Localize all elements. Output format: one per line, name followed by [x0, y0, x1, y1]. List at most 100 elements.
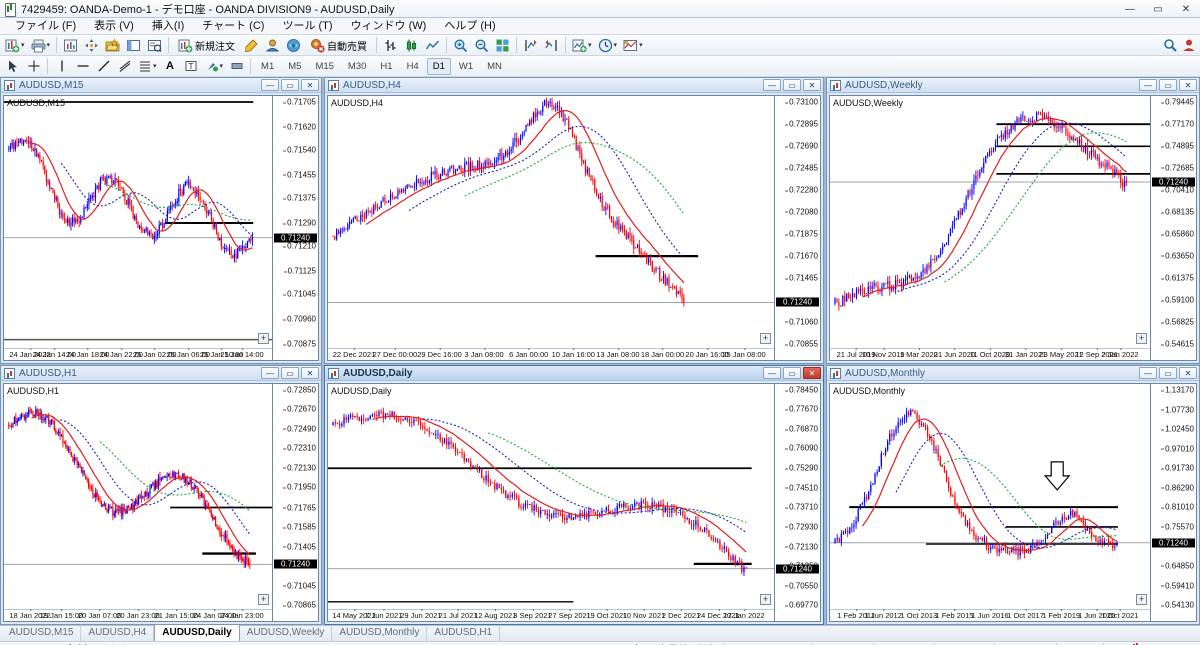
chart-window-h4[interactable]: AUDUSD,H4 — ▭ ✕ AUDUSD,H4 + 22 Dec 2021 2…: [324, 77, 824, 364]
chart-price-axis[interactable]: 0.79445 0.77170 0.74895 0.72685 0.70410 0.681…: [1151, 95, 1197, 361]
navigator-icon[interactable]: [145, 36, 164, 55]
menu-item-window[interactable]: ウィンドウ (W): [350, 19, 427, 32]
chart-plot-area[interactable]: AUDUSD,Monthly + 1 Feb 2011 1 Jun 2012 1 O…: [829, 383, 1151, 622]
print-icon[interactable]: ▾: [29, 36, 53, 55]
chart-window-h1[interactable]: AUDUSD,H1 — ▭ ✕ AUDUSD,H1 + 18 Jan 2022 1…: [0, 365, 322, 625]
chart-close-button[interactable]: ✕: [301, 367, 319, 379]
objects-icon[interactable]: ▾: [621, 36, 645, 55]
chart-plot-area[interactable]: AUDUSD,Weekly + 21 Jul 2019 10 Nov 2019 1 …: [829, 95, 1151, 361]
chart-minimize-button[interactable]: —: [763, 367, 781, 379]
text-label-icon[interactable]: T: [182, 57, 201, 76]
menu-bar[interactable]: ファイル (F) 表示 (V) 挿入(I) チャート (C) ツール (T) ウ…: [0, 18, 1200, 35]
chart-tab-h4[interactable]: AUDUSD,H4: [81, 625, 155, 641]
timeframe-w1[interactable]: W1: [458, 60, 474, 72]
chart-close-button[interactable]: ✕: [803, 79, 821, 91]
tile-windows-icon[interactable]: [493, 36, 512, 55]
indicators-icon[interactable]: ▾: [570, 36, 594, 55]
search-icon[interactable]: [1163, 38, 1177, 52]
period-icon[interactable]: ▾: [596, 36, 620, 55]
templates-icon[interactable]: [103, 36, 122, 55]
new-order-button[interactable]: 新規注文: [173, 36, 240, 55]
crosshair-icon[interactable]: [82, 36, 101, 55]
timeframe-h4[interactable]: H4: [406, 60, 419, 72]
chart-expand-button[interactable]: +: [258, 333, 269, 344]
chart-price-axis[interactable]: 0.78450 0.77670 0.76870 0.76090 0.75290 0.745…: [775, 383, 821, 622]
timeframe-d1[interactable]: D1: [426, 57, 451, 75]
chart-maximize-button[interactable]: ▭: [783, 79, 801, 91]
chart-window-monthly[interactable]: AUDUSD,Monthly — ▭ ✕ AUDUSD,Monthly + 1 …: [826, 365, 1200, 625]
menu-item-charts[interactable]: チャート (C): [202, 19, 265, 32]
shift-end-icon[interactable]: [521, 36, 540, 55]
menu-item-view[interactable]: 表示 (V): [94, 19, 134, 32]
timeframe-m30[interactable]: M30: [347, 60, 367, 72]
chart-close-button[interactable]: ✕: [1179, 79, 1197, 91]
chart-maximize-button[interactable]: ▭: [1159, 79, 1177, 91]
chart-close-button[interactable]: ✕: [301, 79, 319, 91]
menu-item-tools[interactable]: ツール (T): [282, 19, 333, 32]
metaeditor-icon[interactable]: [242, 36, 261, 55]
chart-price-axis[interactable]: 0.72850 0.72670 0.72490 0.72310 0.72130 0.719…: [273, 383, 319, 622]
arrows-icon[interactable]: ▾: [203, 57, 226, 76]
chart-titlebar[interactable]: AUDUSD,M15 — ▭ ✕: [1, 78, 321, 93]
menu-item-insert[interactable]: 挿入(I): [151, 19, 185, 32]
chart-titlebar[interactable]: AUDUSD,H1 — ▭ ✕: [1, 366, 321, 381]
chart-expand-button[interactable]: +: [760, 594, 771, 605]
trendline-icon[interactable]: [94, 57, 113, 76]
chart-window-controls[interactable]: — ▭ ✕: [261, 79, 319, 91]
crosshair-icon[interactable]: [24, 57, 43, 76]
chart-price-axis[interactable]: 1.13170 1.07730 1.02450 0.97010 0.91730 0.862…: [1151, 383, 1197, 622]
chart-window-weekly[interactable]: AUDUSD,Weekly — ▭ ✕ AUDUSD,Weekly + 21 J…: [826, 77, 1200, 364]
account-icon[interactable]: [1182, 38, 1196, 52]
chart-minimize-button[interactable]: —: [261, 79, 279, 91]
chart-plot-area[interactable]: AUDUSD,H1 + 18 Jan 2022 19 Jan 15:00 20 Ja…: [3, 383, 273, 622]
chart-window-m15[interactable]: AUDUSD,M15 — ▭ ✕ AUDUSD,M15 + 24 Jan 202…: [0, 77, 322, 364]
expert-advisors-icon[interactable]: [263, 36, 282, 55]
cursor-icon[interactable]: [3, 57, 22, 76]
new-chart-icon[interactable]: ▾: [3, 36, 27, 55]
toolbar-right-group[interactable]: [1163, 38, 1196, 52]
chart-window-controls[interactable]: — ▭ ✕: [1139, 367, 1197, 379]
chart-profiles-icon[interactable]: [61, 36, 80, 55]
chart-close-button[interactable]: ✕: [803, 367, 821, 379]
chart-tab-h1[interactable]: AUDUSD,H1: [427, 625, 501, 641]
menu-item-help[interactable]: ヘルプ (H): [444, 19, 496, 32]
line-studies-toolbar[interactable]: ▾ A T ▾ M1 M5 M15 M30 H1 H4 D1 W1 MN: [0, 56, 1200, 77]
chart-tab-bar[interactable]: AUDUSD,M15 AUDUSD,H4 AUDUSD,Daily AUDUSD…: [0, 624, 1200, 641]
maximize-button[interactable]: ▭: [1153, 3, 1163, 15]
chart-minimize-button[interactable]: —: [261, 367, 279, 379]
chart-expand-button[interactable]: +: [1136, 333, 1147, 344]
close-button[interactable]: ✕: [1181, 3, 1191, 15]
chart-window-controls[interactable]: — ▭ ✕: [1139, 79, 1197, 91]
chart-expand-button[interactable]: +: [1136, 594, 1147, 605]
standard-toolbar[interactable]: ▾ ▾ 新規注文 自動売買: [0, 35, 1200, 56]
text-icon[interactable]: A: [166, 60, 174, 72]
chart-close-button[interactable]: ✕: [1179, 367, 1197, 379]
chart-maximize-button[interactable]: ▭: [1159, 367, 1177, 379]
chart-window-daily[interactable]: AUDUSD,Daily — ▭ ✕ AUDUSD,Daily + 14 May…: [324, 365, 824, 625]
chart-tab-monthly[interactable]: AUDUSD,Monthly: [332, 625, 428, 641]
vertical-line-icon[interactable]: [52, 57, 71, 76]
fibonacci-retracement-icon[interactable]: ▾: [140, 61, 157, 72]
menu-item-file[interactable]: ファイル (F): [15, 19, 77, 32]
chart-plot-area[interactable]: AUDUSD,Daily + 14 May 2021 7 Jun 2021 29 J…: [327, 383, 775, 622]
zoom-in-icon[interactable]: [451, 36, 470, 55]
timeframe-h1[interactable]: H1: [380, 60, 393, 72]
chart-expand-button[interactable]: +: [258, 594, 269, 605]
chart-minimize-button[interactable]: —: [763, 79, 781, 91]
timeframe-m5[interactable]: M5: [288, 60, 302, 72]
rectangle-icon[interactable]: [227, 57, 246, 76]
strategy-tester-icon[interactable]: [284, 36, 303, 55]
window-controls[interactable]: — ▭ ✕: [1116, 0, 1200, 18]
timeframe-mn[interactable]: MN: [487, 60, 502, 72]
chart-titlebar[interactable]: AUDUSD,Monthly — ▭ ✕: [827, 366, 1199, 381]
timeframe-m15[interactable]: M15: [315, 60, 334, 72]
chart-expand-button[interactable]: +: [760, 333, 771, 344]
chart-plot-area[interactable]: AUDUSD,M15 + 24 Jan 2022 24 Jan 14:00 24 J…: [3, 95, 273, 361]
chart-minimize-button[interactable]: —: [1139, 79, 1157, 91]
chart-titlebar[interactable]: AUDUSD,Weekly — ▭ ✕: [827, 78, 1199, 93]
chart-window-controls[interactable]: — ▭ ✕: [763, 79, 821, 91]
autotrading-button[interactable]: 自動売買: [305, 36, 372, 55]
chart-minimize-button[interactable]: —: [1139, 367, 1157, 379]
chart-price-axis[interactable]: 0.73100 0.72895 0.72690 0.72485 0.72280 0.720…: [775, 95, 821, 361]
line-chart-icon[interactable]: [423, 36, 442, 55]
